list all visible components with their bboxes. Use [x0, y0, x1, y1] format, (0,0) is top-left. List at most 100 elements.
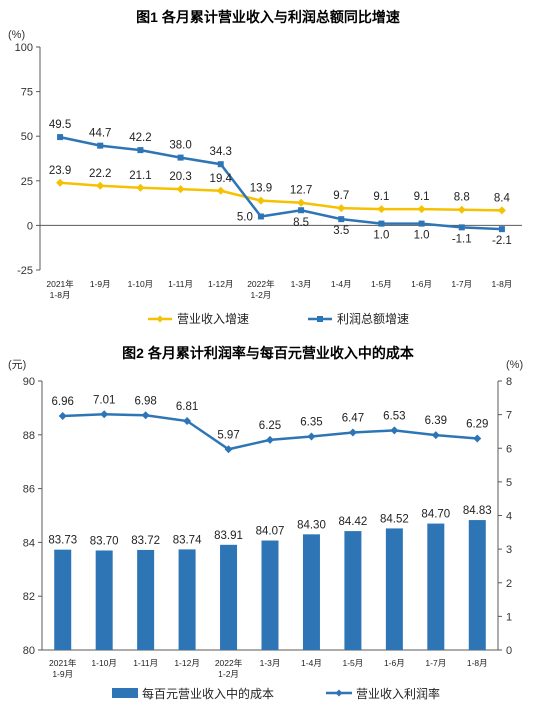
chart-2-line-label: 5.97: [217, 429, 239, 441]
chart-2-x-tick-label: 1-5月: [343, 658, 364, 668]
chart-1-x-tick-label: 1-11月: [168, 279, 193, 289]
chart-1-y-tick-label: 25: [21, 176, 33, 188]
chart-2-x-tick-label: 1-4月: [301, 658, 322, 668]
chart-2-line-label: 6.98: [134, 395, 156, 407]
chart-1-point-revenue: [56, 178, 65, 187]
chart-2-left-unit: (元): [8, 359, 26, 371]
chart-2-bar: [54, 549, 72, 650]
chart-2-left-tick-label: 82: [23, 591, 35, 603]
chart-2-line-point: [141, 411, 150, 420]
chart-1-point-profit: [257, 213, 264, 220]
chart-2-line-point: [307, 432, 316, 441]
chart-2-x-tick-label: 2021年 1-9月: [49, 658, 77, 679]
chart-2-line-point: [100, 410, 109, 419]
chart-1-data-label: 9.7: [333, 190, 349, 202]
chart-1-series-line-1: [59, 135, 502, 231]
chart-2-left-tick-label: 86: [23, 484, 35, 496]
chart-1-point-revenue: [216, 186, 225, 195]
chart-1-data-label: 8.4: [494, 192, 511, 204]
chart-1-data-label: 12.7: [290, 185, 312, 197]
chart-1-data-label: 8.8: [454, 192, 470, 204]
chart-1-data-label: 9.1: [414, 191, 430, 203]
chart-1-y-tick-label: 0: [27, 220, 33, 232]
chart-2-bar-label: 84.07: [256, 526, 285, 538]
chart-1-x-tick-label: 1-7月: [451, 279, 472, 289]
chart-1-data-label: 23.9: [49, 165, 71, 177]
chart-1-data-label: -2.1: [492, 235, 512, 247]
chart-2-legend: 每百元营业收入中的成本 营业收入利润率: [112, 686, 440, 701]
chart-2-bar: [468, 520, 486, 650]
chart-2-line-point: [348, 428, 357, 437]
chart-1-data-label: 49.5: [49, 119, 71, 131]
chart-1-data-label: 1.0: [373, 230, 389, 242]
chart-2-left-tick-label: 80: [23, 645, 35, 657]
chart-1-x-tick-label: 2021年 1-8月: [46, 279, 74, 300]
chart-1-title: 图1 各月累计营业收入与利润总额同比增速: [136, 9, 400, 25]
chart-2-x-tick-label: 1-10月: [91, 658, 117, 668]
chart-1-y-tick-label: 100: [15, 42, 33, 54]
chart-2-bar: [427, 523, 445, 650]
chart-2-bar-label: 83.70: [90, 535, 119, 547]
chart-1-point-profit: [217, 161, 224, 168]
chart-2-line-point: [390, 426, 399, 435]
chart-2-line-label: 6.29: [466, 418, 488, 430]
chart-2-x-tick-label: 1-12月: [174, 658, 200, 668]
chart-1-x-tick-label: 2022年 1-2月: [247, 279, 275, 300]
chart-2-right-tick-label: 4: [506, 511, 512, 523]
chart-2-bar-label: 84.83: [463, 505, 492, 517]
chart-2-bar: [137, 549, 155, 650]
legend-label-margin: 营业收入利润率: [356, 686, 440, 701]
chart-1-x-tick-label: 1-3月: [291, 279, 312, 289]
chart-2-line-label: 6.25: [259, 420, 281, 432]
chart-1-y-tick-label: -25: [17, 265, 33, 277]
chart-2-title: 图2 各月累计利润率与每百元营业收入中的成本: [122, 345, 415, 361]
chart-1-data-label: 20.3: [169, 171, 191, 183]
chart-1-point-profit: [97, 142, 104, 149]
legend-label-cost: 每百元营业收入中的成本: [142, 686, 274, 701]
chart-1-data-label: 21.1: [129, 170, 151, 182]
chart-2-bar-label: 83.73: [48, 535, 77, 547]
chart-2-bar: [261, 540, 279, 650]
legend-marker-revenue: [156, 315, 164, 323]
chart-2-line-label: 7.01: [93, 394, 115, 406]
chart-2-right-tick-label: 3: [506, 544, 512, 556]
chart-1-data-label: -1.1: [452, 233, 472, 245]
chart-1-x-tick-label: 1-10月: [128, 279, 154, 289]
chart-2-bar-label: 84.30: [297, 519, 326, 531]
chart-2-line-label: 6.47: [342, 412, 364, 424]
legend-label-revenue: 营业收入增速: [177, 312, 249, 326]
chart-2-x-tick-label: 1-6月: [384, 658, 405, 668]
chart-1-data-label: 22.2: [89, 168, 111, 180]
chart-1-point-profit: [498, 226, 505, 233]
chart-1-point-revenue: [497, 206, 506, 215]
chart-1-point-revenue: [136, 183, 145, 192]
chart-2-line-point: [266, 435, 274, 444]
chart-2-line-point: [183, 417, 192, 426]
chart-2-bar: [302, 534, 320, 650]
chart-2-line-label: 6.96: [52, 396, 74, 408]
chart-1-point-profit: [298, 207, 305, 214]
chart-1-point-revenue: [377, 205, 386, 214]
chart-2-right-tick-label: 6: [506, 443, 512, 455]
chart-1-y-tick-label: 75: [21, 87, 33, 99]
chart-1-point-revenue: [297, 198, 306, 207]
chart-2-x-tick-label: 2022年 1-2月: [215, 658, 243, 679]
chart-1-point-profit: [57, 134, 64, 141]
chart-2-bar: [344, 531, 362, 650]
chart-1-x-tick-label: 1-5月: [371, 279, 392, 289]
chart-2-left-tick-label: 84: [23, 537, 35, 549]
chart-1-point-profit: [418, 220, 425, 227]
chart-1-point-profit: [378, 220, 385, 227]
chart-2-bar: [385, 528, 403, 650]
chart-1-point-revenue: [256, 196, 265, 205]
chart-1-point-revenue: [457, 205, 466, 214]
chart-1-data-label: 13.9: [250, 183, 272, 195]
chart-2-line-label: 6.35: [300, 416, 322, 428]
chart-2: 图2 各月累计利润率与每百元营业收入中的成本 (元) (%) 80 82 84 86 8…: [0, 338, 536, 720]
chart-1-data-label: 42.2: [129, 132, 151, 144]
chart-2-right-tick-label: 1: [506, 611, 512, 623]
chart-2-bar-label: 84.52: [380, 513, 409, 525]
chart-1-data-label: 38.0: [169, 140, 191, 152]
chart-2-right-tick-label: 0: [506, 645, 512, 657]
chart-2-line-point: [224, 445, 233, 454]
